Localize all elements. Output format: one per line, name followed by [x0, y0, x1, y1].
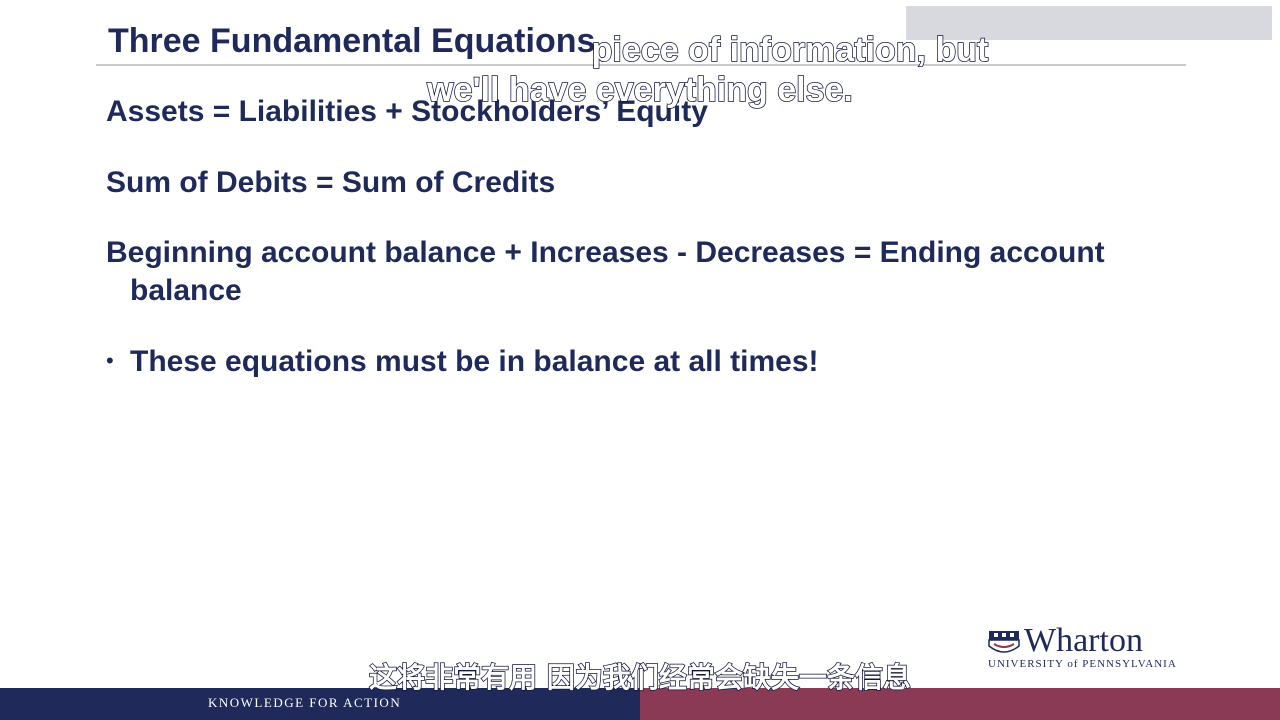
equation-account-balance-continued: balance — [130, 274, 242, 307]
bullet-marker: • — [106, 348, 114, 373]
logo-subtitle: UNIVERSITY of PENNSYLVANIA — [988, 658, 1177, 670]
bullet-item: • These equations must be in balance at a… — [106, 345, 819, 379]
bullet-text: These equations must be in balance at al… — [130, 345, 819, 378]
shield-icon — [988, 631, 1020, 653]
title-divider — [96, 64, 1186, 66]
footer-bar-maroon — [640, 688, 1280, 720]
equation-accounting: Assets = Liabilities + Stockholders’ Equ… — [106, 95, 708, 128]
subtitle-chinese: 这将非常有用 因为我们经常会缺失一条信息 — [0, 656, 1280, 696]
logo-wordmark: Wharton — [1024, 622, 1143, 659]
subtitle-chinese-text: 这将非常有用 因为我们经常会缺失一条信息 — [368, 660, 911, 695]
slide-title: Three Fundamental Equations — [108, 22, 596, 60]
wharton-logo: Wharton UNIVERSITY of PENNSYLVANIA — [988, 622, 1198, 676]
equation-account-balance: Beginning account balance + Increases - … — [106, 236, 1105, 269]
watermark-overlay — [906, 6, 1272, 40]
equation-debits-credits: Sum of Debits = Sum of Credits — [106, 166, 556, 199]
footer-bar-navy — [0, 688, 640, 720]
footer-tagline: KNOWLEDGE FOR ACTION — [208, 695, 402, 710]
